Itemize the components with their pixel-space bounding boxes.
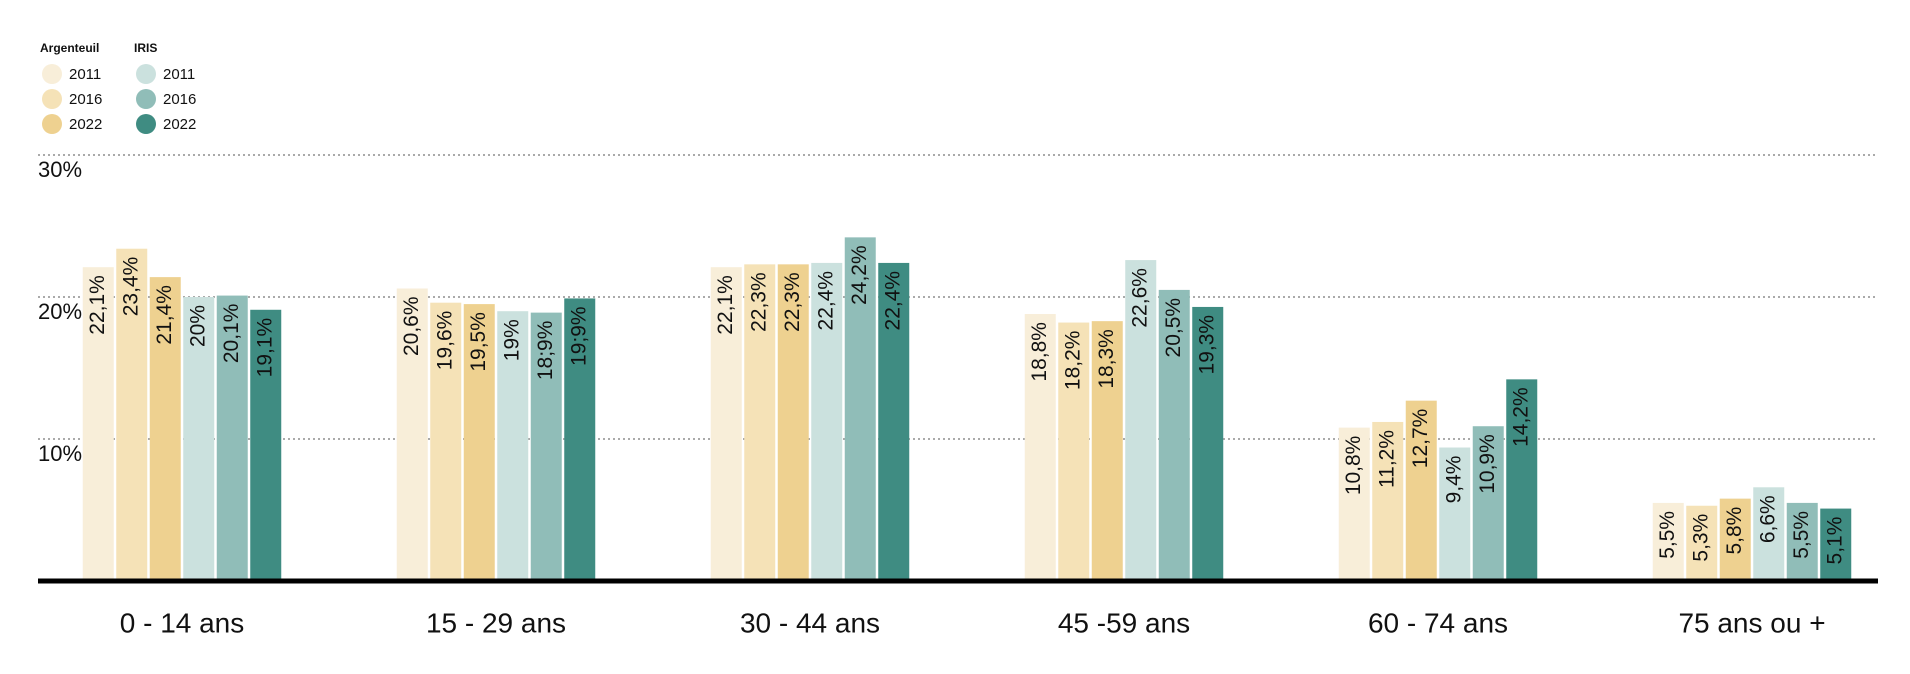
bar (1405, 400, 1437, 581)
bar (250, 309, 282, 581)
x-tick-label: 75 ans ou + (1678, 607, 1825, 638)
value-label: 19;9% (567, 306, 590, 366)
value-label: 5,5% (1656, 511, 1679, 559)
value-label: 14,2% (1509, 387, 1532, 447)
bar (396, 288, 428, 581)
bar (1091, 321, 1123, 581)
bar (1338, 427, 1370, 581)
bar (1686, 505, 1718, 581)
bar (1786, 502, 1818, 581)
legend-swatch (136, 64, 156, 84)
bar (777, 264, 809, 581)
legend-label: 2016 (163, 91, 196, 108)
legend-title: IRIS (134, 41, 157, 55)
value-label: 10,8% (1342, 436, 1365, 496)
bar (463, 304, 495, 581)
x-tick-label: 0 - 14 ans (120, 607, 245, 638)
y-tick-label: 10% (38, 441, 82, 466)
bar (1024, 314, 1056, 581)
bar (811, 262, 843, 581)
bar (1506, 379, 1538, 581)
bar (530, 312, 562, 581)
legend-swatch (136, 89, 156, 109)
value-label: 20% (186, 305, 209, 347)
value-label: 22,4% (814, 271, 837, 331)
value-label: 23,4% (119, 257, 142, 317)
bar (1472, 426, 1504, 581)
legend-label: 2011 (69, 66, 101, 83)
bar (878, 262, 910, 581)
bar (844, 237, 876, 582)
value-label: 12,7% (1409, 409, 1432, 469)
value-label: 24,2% (848, 245, 871, 305)
value-label: 21,4% (153, 285, 176, 345)
legend-swatch (42, 89, 62, 109)
bar (1125, 260, 1157, 581)
bar (1158, 289, 1190, 581)
bar (82, 267, 114, 581)
bar (497, 311, 529, 581)
bar (430, 302, 462, 581)
value-label: 20,5% (1162, 298, 1185, 358)
value-label: 5,5% (1790, 511, 1813, 559)
legend-swatch (136, 114, 156, 134)
bar (1652, 502, 1684, 581)
bar (1058, 322, 1090, 581)
legend-label: 2022 (163, 116, 196, 133)
bar (710, 267, 742, 581)
value-label: 19% (500, 319, 523, 361)
value-label: 20,6% (400, 296, 423, 356)
value-label: 19,3% (1195, 315, 1218, 375)
value-label: 11,2% (1375, 430, 1398, 488)
value-label: 5,1% (1823, 517, 1846, 565)
bar (1192, 306, 1224, 581)
value-label: 22,3% (747, 272, 770, 332)
legend-label: 2016 (69, 91, 102, 108)
value-label: 22,4% (881, 271, 904, 331)
legend-title: Argenteuil (40, 41, 99, 55)
x-tick-label: 45 -59 ans (1058, 607, 1190, 638)
y-tick-label: 30% (38, 157, 82, 182)
x-tick-label: 15 - 29 ans (426, 607, 566, 638)
legend-swatch (42, 114, 62, 134)
legend-label: 2011 (163, 66, 195, 83)
value-label: 22,3% (781, 272, 804, 332)
legend-label: 2022 (69, 116, 102, 133)
value-label: 22,1% (714, 275, 737, 335)
legend-swatch (42, 64, 62, 84)
value-label: 18,2% (1061, 331, 1084, 391)
bar (564, 298, 596, 581)
bar (1719, 498, 1751, 581)
value-label: 5,8% (1723, 507, 1746, 555)
value-label: 19,6% (433, 311, 456, 371)
value-label: 10,9% (1476, 434, 1499, 494)
y-tick-label: 20% (38, 299, 82, 324)
bar (116, 248, 148, 581)
value-label: 20,1% (220, 304, 243, 364)
value-label: 18;9% (534, 321, 557, 381)
value-label: 22,1% (86, 275, 109, 335)
value-label: 19,1% (253, 318, 276, 378)
x-tick-label: 30 - 44 ans (740, 607, 880, 638)
bar (149, 277, 181, 581)
bar (744, 264, 776, 581)
value-label: 5,3% (1689, 514, 1712, 562)
bar (1753, 487, 1785, 581)
bar (183, 297, 215, 581)
value-label: 19,5% (467, 312, 490, 372)
x-tick-label: 60 - 74 ans (1368, 607, 1508, 638)
value-label: 6,6% (1756, 495, 1779, 543)
bar (1372, 421, 1404, 581)
value-label: 22,6% (1128, 268, 1151, 328)
bar (1820, 508, 1852, 581)
bar (1439, 447, 1471, 581)
value-label: 18,3% (1095, 329, 1118, 389)
bar (216, 295, 248, 581)
value-label: 18,8% (1028, 322, 1051, 382)
value-label: 9,4% (1442, 456, 1465, 504)
